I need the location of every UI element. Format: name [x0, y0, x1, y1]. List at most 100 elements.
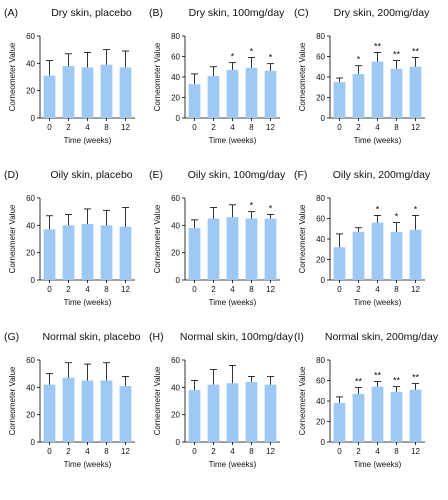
x-tick-label: 2: [356, 447, 361, 456]
bar: [333, 403, 346, 442]
y-tick-label: 80: [171, 32, 180, 41]
y-tick-label: 60: [26, 194, 35, 203]
panel-title: Oily skin, placebo: [50, 169, 132, 181]
y-tick-label: 80: [316, 32, 325, 41]
y-tick-label: 40: [171, 383, 180, 392]
bar: [352, 73, 365, 118]
panel-title: Normal skin, 200mg/day: [325, 331, 439, 343]
x-tick-label: 2: [211, 123, 216, 132]
y-tick-label: 60: [316, 215, 325, 224]
bar: [119, 385, 132, 442]
y-axis-label: Corneometer Value: [8, 366, 17, 435]
y-tick-label: 80: [316, 356, 325, 365]
y-axis-label: Corneometer Value: [153, 42, 162, 111]
bar: [245, 381, 258, 442]
x-axis-label: Time (weeks): [64, 136, 112, 145]
x-tick-label: 0: [192, 447, 197, 456]
x-tick-label: 0: [337, 447, 342, 456]
bar: [264, 384, 277, 442]
bar: [245, 67, 258, 118]
x-tick-label: 2: [211, 285, 216, 294]
x-tick-label: 4: [85, 447, 90, 456]
x-tick-label: 4: [85, 285, 90, 294]
bar: [264, 70, 277, 118]
bar: [371, 222, 384, 280]
bar: [43, 229, 56, 280]
x-tick-label: 0: [47, 447, 52, 456]
significance-marker: **: [412, 47, 420, 57]
panel-i: (I) Normal skin, 200mg/day020406080Corneo…: [294, 331, 439, 469]
bar: [333, 82, 346, 118]
y-tick-label: 0: [321, 114, 326, 123]
x-axis-label: Time (weeks): [354, 460, 402, 469]
panel-title: Dry skin, 200mg/day: [334, 7, 430, 19]
y-tick-label: 0: [321, 438, 326, 447]
significance-marker: **: [412, 373, 420, 383]
panel-g: (G) Normal skin, placebo0204060Corneomete…: [4, 331, 141, 469]
panel-label: (C): [294, 7, 309, 19]
significance-marker: *: [414, 204, 418, 214]
bar: [409, 66, 422, 118]
y-tick-label: 20: [26, 87, 35, 96]
bar: [188, 228, 201, 280]
bar: [43, 384, 56, 442]
panel-label: (F): [294, 169, 307, 181]
y-tick-label: 40: [316, 235, 325, 244]
x-tick-label: 8: [249, 285, 254, 294]
y-tick-label: 20: [26, 411, 35, 420]
bar: [409, 389, 422, 442]
y-axis-label: Corneometer Value: [298, 42, 307, 111]
panel-title: Normal skin, placebo: [42, 331, 140, 343]
panel-label: (E): [149, 169, 163, 181]
x-axis-label: Time (weeks): [354, 136, 402, 145]
panel-label: (D): [4, 169, 19, 181]
x-axis-label: Time (weeks): [209, 298, 257, 307]
bar: [188, 84, 201, 118]
bar: [409, 229, 422, 280]
y-tick-label: 60: [316, 53, 325, 62]
panel-title: Normal skin, 100mg/day: [180, 331, 294, 343]
bar: [81, 223, 94, 280]
x-tick-label: 4: [230, 123, 235, 132]
y-tick-label: 40: [316, 397, 325, 406]
significance-marker: *: [250, 47, 254, 57]
y-axis-label: Corneometer Value: [8, 204, 17, 273]
bar: [43, 75, 56, 118]
y-tick-label: 80: [316, 194, 325, 203]
y-tick-label: 40: [26, 59, 35, 68]
panel-label: (B): [149, 7, 163, 19]
y-tick-label: 60: [171, 53, 180, 62]
x-tick-label: 2: [356, 123, 361, 132]
x-tick-label: 2: [66, 123, 71, 132]
x-tick-label: 12: [411, 285, 420, 294]
y-axis-label: Corneometer Value: [153, 204, 162, 273]
bar: [207, 218, 220, 280]
x-tick-label: 12: [411, 447, 420, 456]
x-tick-label: 8: [394, 123, 399, 132]
x-tick-label: 0: [47, 285, 52, 294]
y-tick-label: 0: [321, 276, 326, 285]
bar: [188, 390, 201, 442]
bar: [333, 247, 346, 280]
panel-label: (G): [4, 331, 19, 343]
significance-marker: **: [355, 377, 363, 387]
x-tick-label: 8: [104, 123, 109, 132]
bar: [62, 377, 75, 442]
significance-marker: *: [376, 204, 380, 214]
y-tick-label: 20: [316, 418, 325, 427]
y-axis-label: Corneometer Value: [298, 366, 307, 435]
y-tick-label: 20: [171, 94, 180, 103]
bar: [119, 226, 132, 280]
x-tick-label: 12: [121, 447, 130, 456]
panel-h: (H) Normal skin, 100mg/day0204060Corneome…: [149, 331, 294, 469]
y-tick-label: 0: [31, 438, 36, 447]
bar: [100, 380, 113, 442]
y-axis-label: Corneometer Value: [298, 204, 307, 273]
y-axis-label: Corneometer Value: [153, 366, 162, 435]
x-tick-label: 2: [66, 447, 71, 456]
bar: [207, 75, 220, 118]
bar: [371, 386, 384, 442]
panel-b: (B) Dry skin, 100mg/day020406080Corneomet…: [149, 7, 285, 145]
